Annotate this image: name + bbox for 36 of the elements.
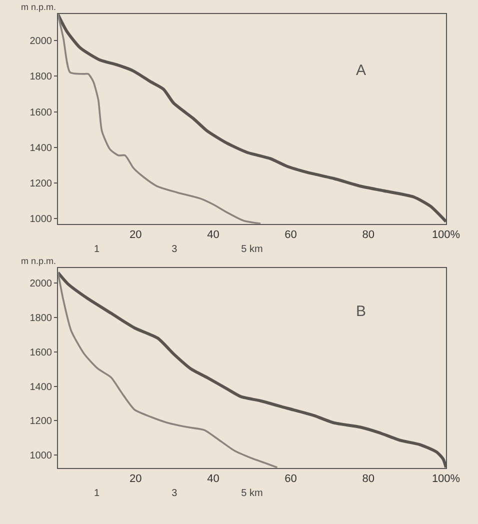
y-axis-title: m n.p.m. (21, 2, 56, 12)
x-tick-label: 40 (207, 229, 220, 242)
line-series (58, 271, 446, 468)
line-series (58, 272, 278, 468)
x2-tick-label: 5 km (241, 488, 263, 499)
y-tick-label: 1600 (30, 347, 52, 358)
y-axis-title: m n.p.m. (21, 256, 56, 266)
y-tick-label: 1200 (30, 416, 52, 428)
y-tick-label: 1400 (30, 142, 52, 154)
annotation: A (356, 62, 366, 79)
annotation: B (356, 303, 366, 320)
line-series (58, 14, 262, 224)
y-tick-label: 1000 (30, 450, 52, 462)
x2-tick-label: 5 km (241, 244, 263, 255)
y-tick-label: 2000 (30, 36, 52, 48)
x2-tick-label: 3 (172, 488, 178, 499)
x2-tick-label: 1 (94, 244, 100, 255)
y-tick-label: 1600 (30, 107, 52, 118)
x-tick-label: 20 (129, 229, 142, 242)
x-tick-label: 80 (362, 229, 375, 242)
y-tick-label: 1800 (30, 313, 52, 324)
y-tick-label: 1800 (30, 72, 52, 83)
x-tick-label: 100% (432, 229, 460, 242)
x-tick-label: 100% (432, 473, 460, 486)
y-tick-label: 1400 (30, 382, 52, 393)
y-tick-label: 1200 (30, 178, 52, 190)
y-tick-label: 1000 (30, 214, 52, 226)
line-series (58, 14, 446, 224)
x-tick-label: 80 (362, 473, 375, 486)
y-tick-label: 2000 (30, 278, 52, 290)
x2-tick-label: 3 (172, 244, 178, 255)
x-tick-label: 40 (207, 473, 220, 486)
x2-tick-label: 1 (94, 488, 100, 499)
x-tick-label: 60 (284, 229, 297, 242)
x-tick-label: 20 (129, 473, 142, 486)
x-tick-label: 60 (284, 473, 297, 486)
